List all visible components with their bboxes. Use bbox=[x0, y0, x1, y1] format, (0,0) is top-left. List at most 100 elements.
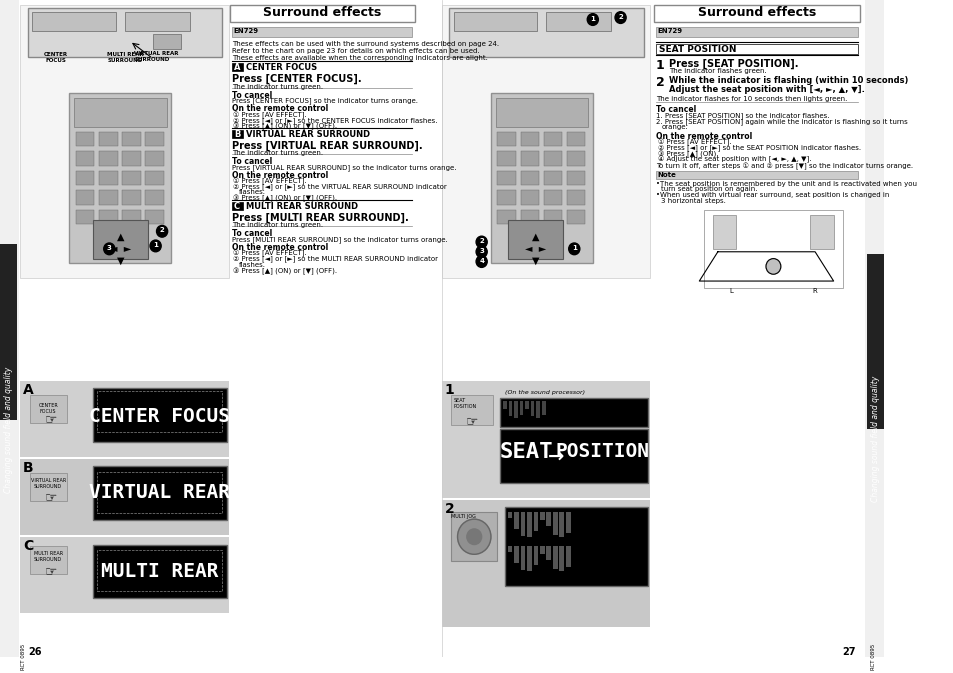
Bar bbox=[97, 551, 222, 592]
Text: Refer to the chart on page 23 for details on which effects can be used.: Refer to the chart on page 23 for detail… bbox=[232, 48, 478, 54]
Text: Press [MULTI REAR SURROUND].: Press [MULTI REAR SURROUND]. bbox=[232, 213, 408, 223]
Bar bbox=[76, 210, 94, 225]
Text: The indicator turns green.: The indicator turns green. bbox=[232, 223, 322, 229]
Text: ☞: ☞ bbox=[466, 415, 478, 429]
Bar bbox=[553, 512, 557, 535]
Bar bbox=[558, 512, 563, 537]
Text: On the remote control: On the remote control bbox=[655, 132, 751, 141]
Bar bbox=[145, 132, 164, 147]
Bar bbox=[703, 210, 842, 288]
Bar bbox=[99, 210, 117, 225]
Text: MULTI REAR
SURROUND: MULTI REAR SURROUND bbox=[107, 52, 143, 63]
Text: These effects can be used with the surround systems described on page 24.: These effects can be used with the surro… bbox=[232, 41, 498, 47]
Bar bbox=[507, 219, 562, 258]
Text: ② Press [◄] or [►] so the VIRTUAL REAR SURROUND indicator: ② Press [◄] or [►] so the VIRTUAL REAR S… bbox=[233, 184, 447, 190]
Text: EN729: EN729 bbox=[233, 28, 258, 34]
Bar bbox=[655, 28, 857, 37]
Text: 3 horizontal steps.: 3 horizontal steps. bbox=[660, 198, 725, 204]
Text: VIRTUAL REAR
SURROUND: VIRTUAL REAR SURROUND bbox=[30, 479, 66, 489]
Text: On the remote control: On the remote control bbox=[232, 171, 328, 180]
Bar bbox=[497, 151, 516, 166]
Text: VIRTUAL REAR
SURROUND: VIRTUAL REAR SURROUND bbox=[134, 50, 178, 61]
Circle shape bbox=[156, 225, 168, 237]
Circle shape bbox=[587, 13, 598, 26]
Bar bbox=[20, 381, 229, 457]
Bar bbox=[520, 151, 538, 166]
Bar bbox=[565, 512, 570, 533]
Text: MULTI REAR: MULTI REAR bbox=[100, 562, 218, 581]
Bar bbox=[543, 171, 561, 186]
Bar bbox=[502, 401, 506, 409]
Text: ① Press [AV EFFECT].: ① Press [AV EFFECT]. bbox=[233, 250, 307, 257]
Bar bbox=[541, 401, 545, 415]
Bar bbox=[122, 171, 141, 186]
Bar bbox=[539, 546, 544, 555]
Bar bbox=[508, 401, 512, 416]
Text: ③ Press [▲] (ON).: ③ Press [▲] (ON). bbox=[657, 150, 718, 157]
Text: Note: Note bbox=[657, 172, 676, 178]
Circle shape bbox=[568, 243, 579, 254]
Text: 3: 3 bbox=[478, 248, 483, 254]
Text: ▲
◄  ►
▼: ▲ ◄ ► ▼ bbox=[524, 232, 545, 265]
Text: →: → bbox=[547, 447, 563, 466]
Text: Press [VIRTUAL REAR SURROUND].: Press [VIRTUAL REAR SURROUND]. bbox=[232, 141, 422, 151]
Text: To cancel: To cancel bbox=[655, 106, 696, 114]
Text: Surround effects: Surround effects bbox=[697, 6, 815, 19]
Bar bbox=[145, 171, 164, 186]
Text: ☞: ☞ bbox=[45, 491, 57, 505]
Bar bbox=[864, 0, 882, 657]
Text: A: A bbox=[23, 382, 34, 396]
Text: 1: 1 bbox=[444, 382, 454, 396]
Bar bbox=[653, 5, 859, 22]
Circle shape bbox=[765, 258, 780, 274]
Bar bbox=[543, 151, 561, 166]
Text: 1: 1 bbox=[590, 15, 595, 22]
Text: 2: 2 bbox=[444, 501, 454, 516]
Bar bbox=[530, 401, 534, 416]
Bar bbox=[76, 151, 94, 166]
Bar bbox=[99, 151, 117, 166]
Text: VIRTUAL REAR: VIRTUAL REAR bbox=[89, 483, 230, 502]
Bar bbox=[520, 210, 538, 225]
Text: B: B bbox=[23, 460, 33, 474]
Bar bbox=[97, 472, 222, 513]
Bar bbox=[76, 132, 94, 147]
Bar bbox=[92, 466, 227, 520]
Text: Press [CENTER FOCUS] so the indicator turns orange.: Press [CENTER FOCUS] so the indicator tu… bbox=[232, 98, 417, 104]
Text: ☞: ☞ bbox=[45, 413, 57, 427]
Text: Changing sound field and quality: Changing sound field and quality bbox=[4, 366, 12, 493]
Bar bbox=[30, 473, 67, 501]
Bar bbox=[449, 8, 643, 57]
Bar bbox=[122, 132, 141, 147]
Text: 1. Press [SEAT POSITION] so the indicator flashes.: 1. Press [SEAT POSITION] so the indicato… bbox=[655, 112, 828, 119]
Text: These effects are available when the corresponding indicators are alight.: These effects are available when the cor… bbox=[232, 55, 487, 61]
Text: To cancel: To cancel bbox=[232, 157, 272, 166]
Bar bbox=[520, 132, 538, 147]
Bar bbox=[655, 171, 857, 178]
Text: 2: 2 bbox=[618, 13, 622, 20]
Text: ② Press [◄] or [►] so the CENTER FOCUS indicator flashes.: ② Press [◄] or [►] so the CENTER FOCUS i… bbox=[233, 117, 437, 124]
Bar bbox=[655, 44, 857, 54]
Bar bbox=[92, 219, 148, 258]
Circle shape bbox=[466, 529, 481, 544]
Text: Surround effects: Surround effects bbox=[263, 6, 381, 19]
Bar bbox=[99, 132, 117, 147]
Bar bbox=[866, 254, 882, 429]
Bar bbox=[495, 98, 588, 127]
Text: ③ Press [▲] (ON) or [▼] (OFF).: ③ Press [▲] (ON) or [▼] (OFF). bbox=[233, 267, 337, 275]
Text: To cancel: To cancel bbox=[232, 229, 272, 238]
Text: MULTI JOG: MULTI JOG bbox=[451, 514, 476, 520]
Bar bbox=[536, 401, 539, 418]
Bar bbox=[145, 190, 164, 205]
Text: A: A bbox=[233, 63, 240, 73]
Bar bbox=[533, 546, 537, 565]
Text: ① Press [AV EFFECT].: ① Press [AV EFFECT]. bbox=[657, 139, 731, 146]
Text: ② Press [◄] or [►] so the MULTI REAR SURROUND indicator: ② Press [◄] or [►] so the MULTI REAR SUR… bbox=[233, 256, 438, 262]
Text: B: B bbox=[233, 130, 240, 139]
Bar bbox=[20, 459, 229, 535]
Bar bbox=[230, 5, 415, 22]
Bar bbox=[491, 93, 592, 264]
Text: Press [CENTER FOCUS].: Press [CENTER FOCUS]. bbox=[232, 74, 361, 84]
Text: VIRTUAL REAR SURROUND: VIRTUAL REAR SURROUND bbox=[246, 130, 370, 139]
Bar bbox=[74, 98, 167, 127]
